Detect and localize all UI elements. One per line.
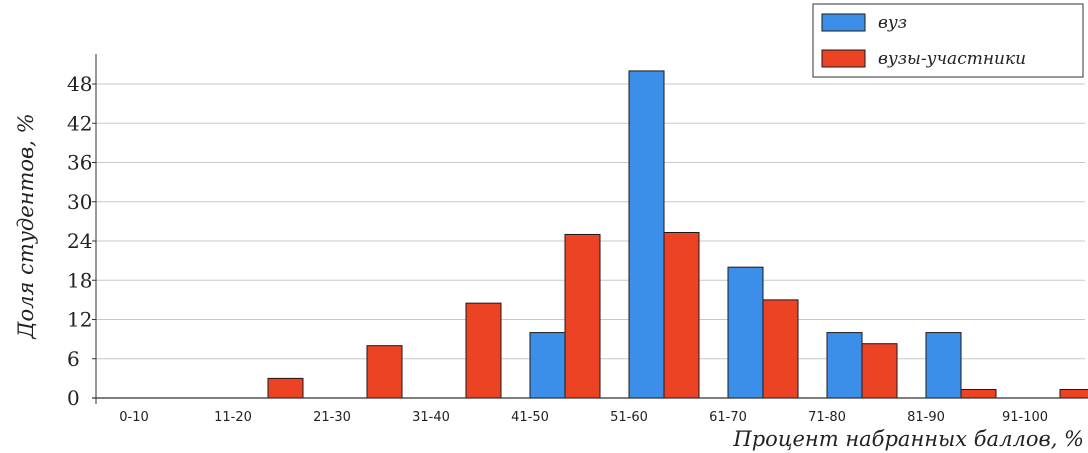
bar-vuzy-uchastniki-11-20: [267, 377, 304, 399]
legend-swatch-vuz: [821, 13, 866, 32]
bar-vuz-61-70: [727, 266, 764, 399]
y-tick-label: 36: [67, 151, 92, 175]
y-tick-label: 18: [67, 268, 92, 292]
y-tick-label: 12: [67, 308, 92, 332]
y-tick-label: 24: [67, 229, 92, 253]
x-axis-label: Процент набранных баллов, %: [732, 427, 1084, 451]
x-tick-label: 11-20: [214, 410, 252, 425]
bar-vuz-51-60: [628, 70, 665, 399]
y-tick-label: 30: [67, 190, 92, 214]
bar-vuzy-uchastniki-81-90: [960, 388, 997, 399]
x-tick-label: 21-30: [313, 410, 351, 425]
bar-vuzy-uchastniki-91-100: [1059, 388, 1088, 399]
bar-vuzy-uchastniki-61-70: [762, 299, 799, 399]
x-tick-label: 51-60: [610, 410, 648, 425]
y-axis-label: Доля студентов, %: [14, 113, 38, 339]
legend-label-vuzy-uchastniki: вузы-участники: [878, 49, 1026, 69]
legend: вуз вузы-участники: [812, 3, 1084, 78]
y-tick-labels: 0 6 12 18 24 30 36 42 48: [67, 72, 96, 410]
legend-label-vuz: вуз: [878, 13, 907, 33]
bar-vuz-71-80: [826, 332, 863, 399]
x-tick-labels: 0-10 11-20 21-30 31-40 41-50 51-60 61-70 71-80 8…: [119, 410, 1048, 425]
x-tick-label: 0-10: [119, 410, 149, 425]
bar-vuz-81-90: [925, 332, 962, 399]
x-tick-label: 41-50: [511, 410, 549, 425]
x-tick-label: 81-90: [907, 410, 945, 425]
x-tick-label: 91-100: [1002, 410, 1048, 425]
bar-vuzy-uchastniki-21-30: [366, 345, 403, 399]
bar-vuzy-uchastniki-31-40: [465, 302, 502, 399]
y-tick-label: 42: [67, 111, 92, 135]
y-tick-label: 48: [67, 72, 92, 96]
bar-vuzy-uchastniki-71-80: [861, 343, 898, 399]
x-tick-label: 71-80: [808, 410, 846, 425]
bar-vuzy-uchastniki-51-60: [663, 231, 700, 399]
bars: [267, 70, 1088, 399]
y-tick-label: 6: [67, 347, 80, 371]
y-tick-label: 0: [67, 386, 80, 410]
bar-vuzy-uchastniki-41-50: [564, 233, 601, 399]
x-tick-label: 61-70: [709, 410, 747, 425]
legend-swatch-vuzy-uchastniki: [821, 49, 866, 68]
bar-vuz-41-50: [529, 332, 566, 399]
x-tick-label: 31-40: [412, 410, 450, 425]
axes: [92, 54, 1085, 404]
